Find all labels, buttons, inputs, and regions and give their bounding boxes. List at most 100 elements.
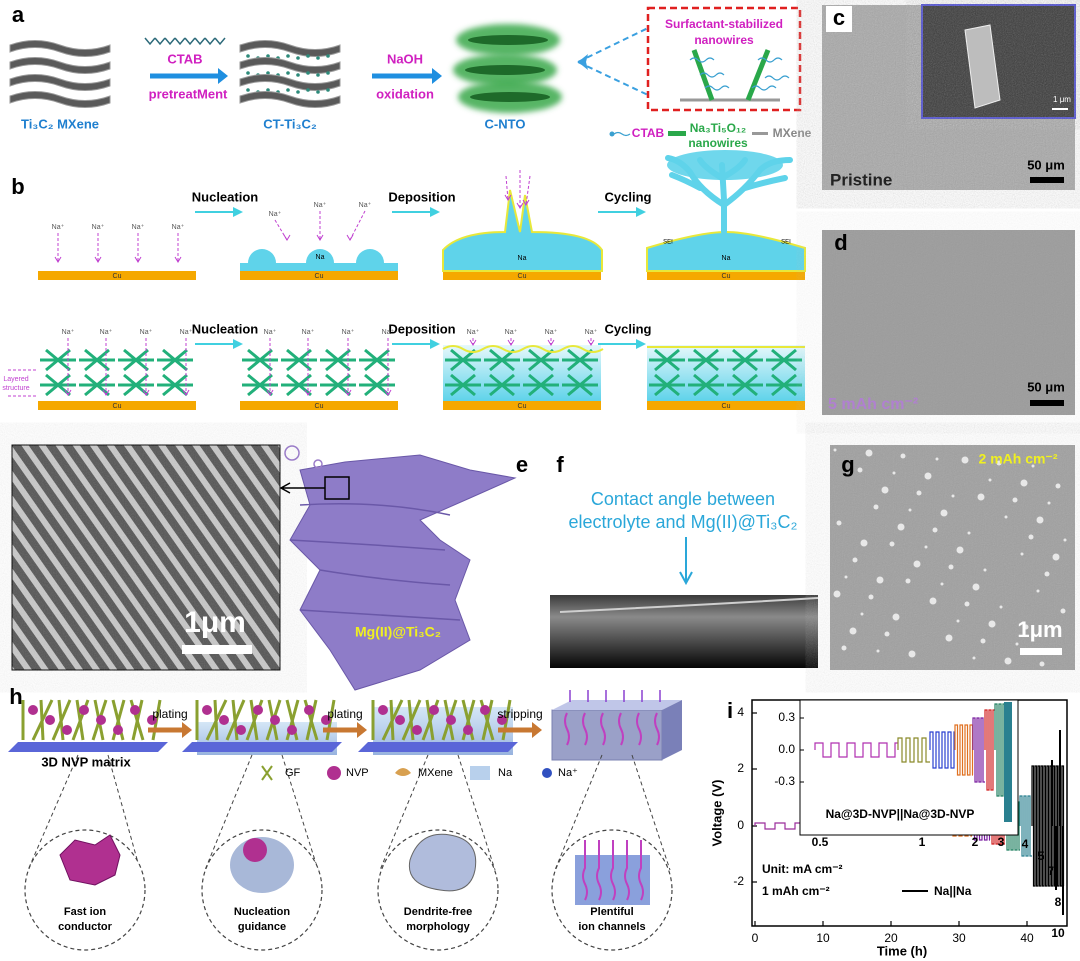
label: 10 (816, 931, 830, 945)
ion-channel (582, 840, 588, 901)
ion-head (316, 234, 324, 241)
particle (857, 467, 863, 473)
layered-frame (118, 373, 154, 397)
particle (860, 539, 868, 547)
bubble (284, 445, 300, 461)
zoom-line (204, 754, 319, 871)
particle (913, 560, 921, 568)
label: e (516, 452, 528, 477)
na-blob (408, 833, 477, 892)
inset-scale-bar (1052, 108, 1068, 110)
layered-frame (766, 348, 802, 372)
label: electrolyte and Mg(II)@Ti₃C₂ (569, 512, 798, 532)
nvp-particle (45, 715, 55, 725)
mxene-sheet (9, 91, 111, 108)
scale-bar (182, 645, 252, 654)
particle (1055, 483, 1061, 489)
label: NaOH (387, 51, 423, 66)
layered-frame (562, 348, 598, 372)
ctab-dot (246, 71, 250, 75)
particle (852, 557, 858, 563)
arrow-shaft (150, 73, 220, 79)
particle (1044, 571, 1050, 577)
inset-rod (964, 24, 1001, 109)
cu-substrate (240, 401, 398, 410)
legend-nvp (327, 766, 341, 780)
label: 3 (998, 835, 1005, 849)
zoom-line (554, 754, 671, 871)
particle (948, 564, 954, 570)
layered-frame (445, 348, 481, 372)
ctab-molecule (204, 37, 216, 46)
layered-frame (242, 373, 278, 397)
nvp-particle (96, 715, 106, 725)
particle (1047, 501, 1051, 505)
ion-channel (564, 712, 570, 746)
na-nucleus (248, 249, 276, 263)
ctab-dot (306, 88, 310, 92)
ion-head (516, 202, 524, 209)
layered-frame (523, 348, 559, 372)
na-fill (647, 345, 805, 401)
label: Cu (315, 403, 324, 410)
label: morphology (406, 921, 470, 933)
label: d (834, 230, 847, 255)
label: 8 (1055, 895, 1062, 909)
flake-edges (289, 503, 461, 621)
label: Pristine (830, 170, 892, 189)
arrow-shaft (195, 343, 235, 345)
legend-gf (261, 765, 273, 781)
ion-head (507, 339, 515, 346)
label: h (9, 684, 22, 709)
ctab-dot (266, 71, 270, 75)
mxene-sheet (239, 40, 341, 57)
ion-head (142, 389, 150, 396)
label: Nucleation (192, 321, 259, 336)
ctab-molecule (214, 37, 226, 46)
inset-trace (897, 737, 930, 763)
particle (956, 619, 960, 623)
label: Na⁺ (342, 329, 355, 336)
layered-frame (688, 348, 724, 372)
nvp-particle (236, 725, 246, 735)
ctab-chain (699, 72, 725, 78)
label: 40 (1020, 931, 1034, 945)
ctab-chain (751, 85, 777, 91)
legend-ctab-tail (613, 131, 631, 137)
nvp-particle (446, 715, 456, 725)
particle (1052, 626, 1056, 630)
particle (892, 471, 896, 475)
label: a (12, 2, 25, 27)
pointer-arrow (679, 537, 693, 586)
arrow-head (430, 339, 440, 349)
particle (876, 649, 880, 653)
layered-frame (118, 348, 154, 372)
layered-frame (688, 373, 724, 397)
ion-channel (654, 712, 660, 746)
arrow-head (233, 207, 243, 217)
particle (1063, 538, 1067, 542)
label: Voltage (V) (709, 780, 724, 847)
arrow-head (636, 339, 646, 349)
ion-head (134, 256, 142, 263)
label: structure (2, 385, 29, 392)
particle (844, 575, 848, 579)
na-mound (646, 230, 806, 272)
label: 10 (1051, 926, 1065, 940)
ion-path (274, 219, 288, 241)
label: CTAB (167, 51, 202, 66)
arrow-head (182, 722, 192, 738)
ctab-dot (316, 73, 320, 77)
label: SEI (781, 240, 791, 246)
gf-fiber (75, 699, 85, 741)
ctab-dot (296, 56, 300, 60)
label: 1μm (1017, 617, 1062, 642)
layered-frame (79, 348, 115, 372)
nvp-particle (219, 715, 229, 725)
ion-head (384, 389, 392, 396)
ctab-dot (316, 56, 320, 60)
particle (977, 493, 985, 501)
label: Na (316, 254, 325, 261)
label: 3D NVP matrix (41, 754, 131, 769)
inset-trace (814, 742, 898, 758)
